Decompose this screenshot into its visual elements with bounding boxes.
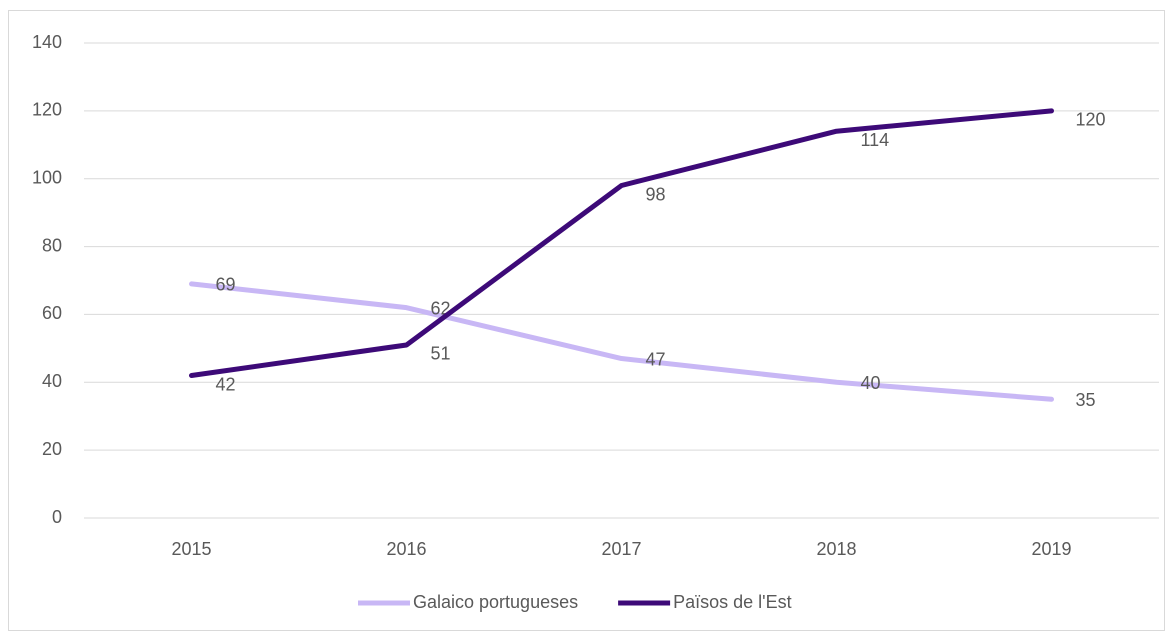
y-tick-label: 60 bbox=[42, 303, 62, 323]
data-label: 35 bbox=[1076, 390, 1096, 410]
data-label: 120 bbox=[1076, 110, 1106, 130]
data-label: 42 bbox=[216, 374, 236, 394]
x-tick-label: 2015 bbox=[171, 539, 211, 559]
data-label: 114 bbox=[861, 130, 890, 150]
y-tick-label: 80 bbox=[42, 235, 62, 255]
series-line bbox=[189, 108, 1054, 378]
y-tick-label: 120 bbox=[32, 100, 62, 120]
y-tick-label: 40 bbox=[42, 371, 62, 391]
y-tick-label: 140 bbox=[32, 32, 62, 52]
y-tick-label: 20 bbox=[42, 439, 62, 459]
data-label: 69 bbox=[216, 275, 236, 295]
chart-border bbox=[8, 10, 1165, 631]
data-label: 98 bbox=[646, 184, 666, 204]
legend-label: Països de l'Est bbox=[673, 592, 792, 612]
legend-label: Galaico portugueses bbox=[413, 592, 578, 612]
x-tick-label: 2019 bbox=[1031, 539, 1071, 559]
y-tick-label: 0 bbox=[52, 507, 62, 527]
series-line bbox=[189, 281, 1054, 402]
data-label: 51 bbox=[431, 344, 451, 364]
x-tick-label: 2016 bbox=[386, 539, 426, 559]
data-label: 40 bbox=[861, 373, 881, 393]
x-tick-label: 2017 bbox=[601, 539, 641, 559]
data-label: 47 bbox=[646, 349, 666, 369]
x-tick-label: 2018 bbox=[816, 539, 856, 559]
y-tick-label: 100 bbox=[32, 167, 62, 187]
